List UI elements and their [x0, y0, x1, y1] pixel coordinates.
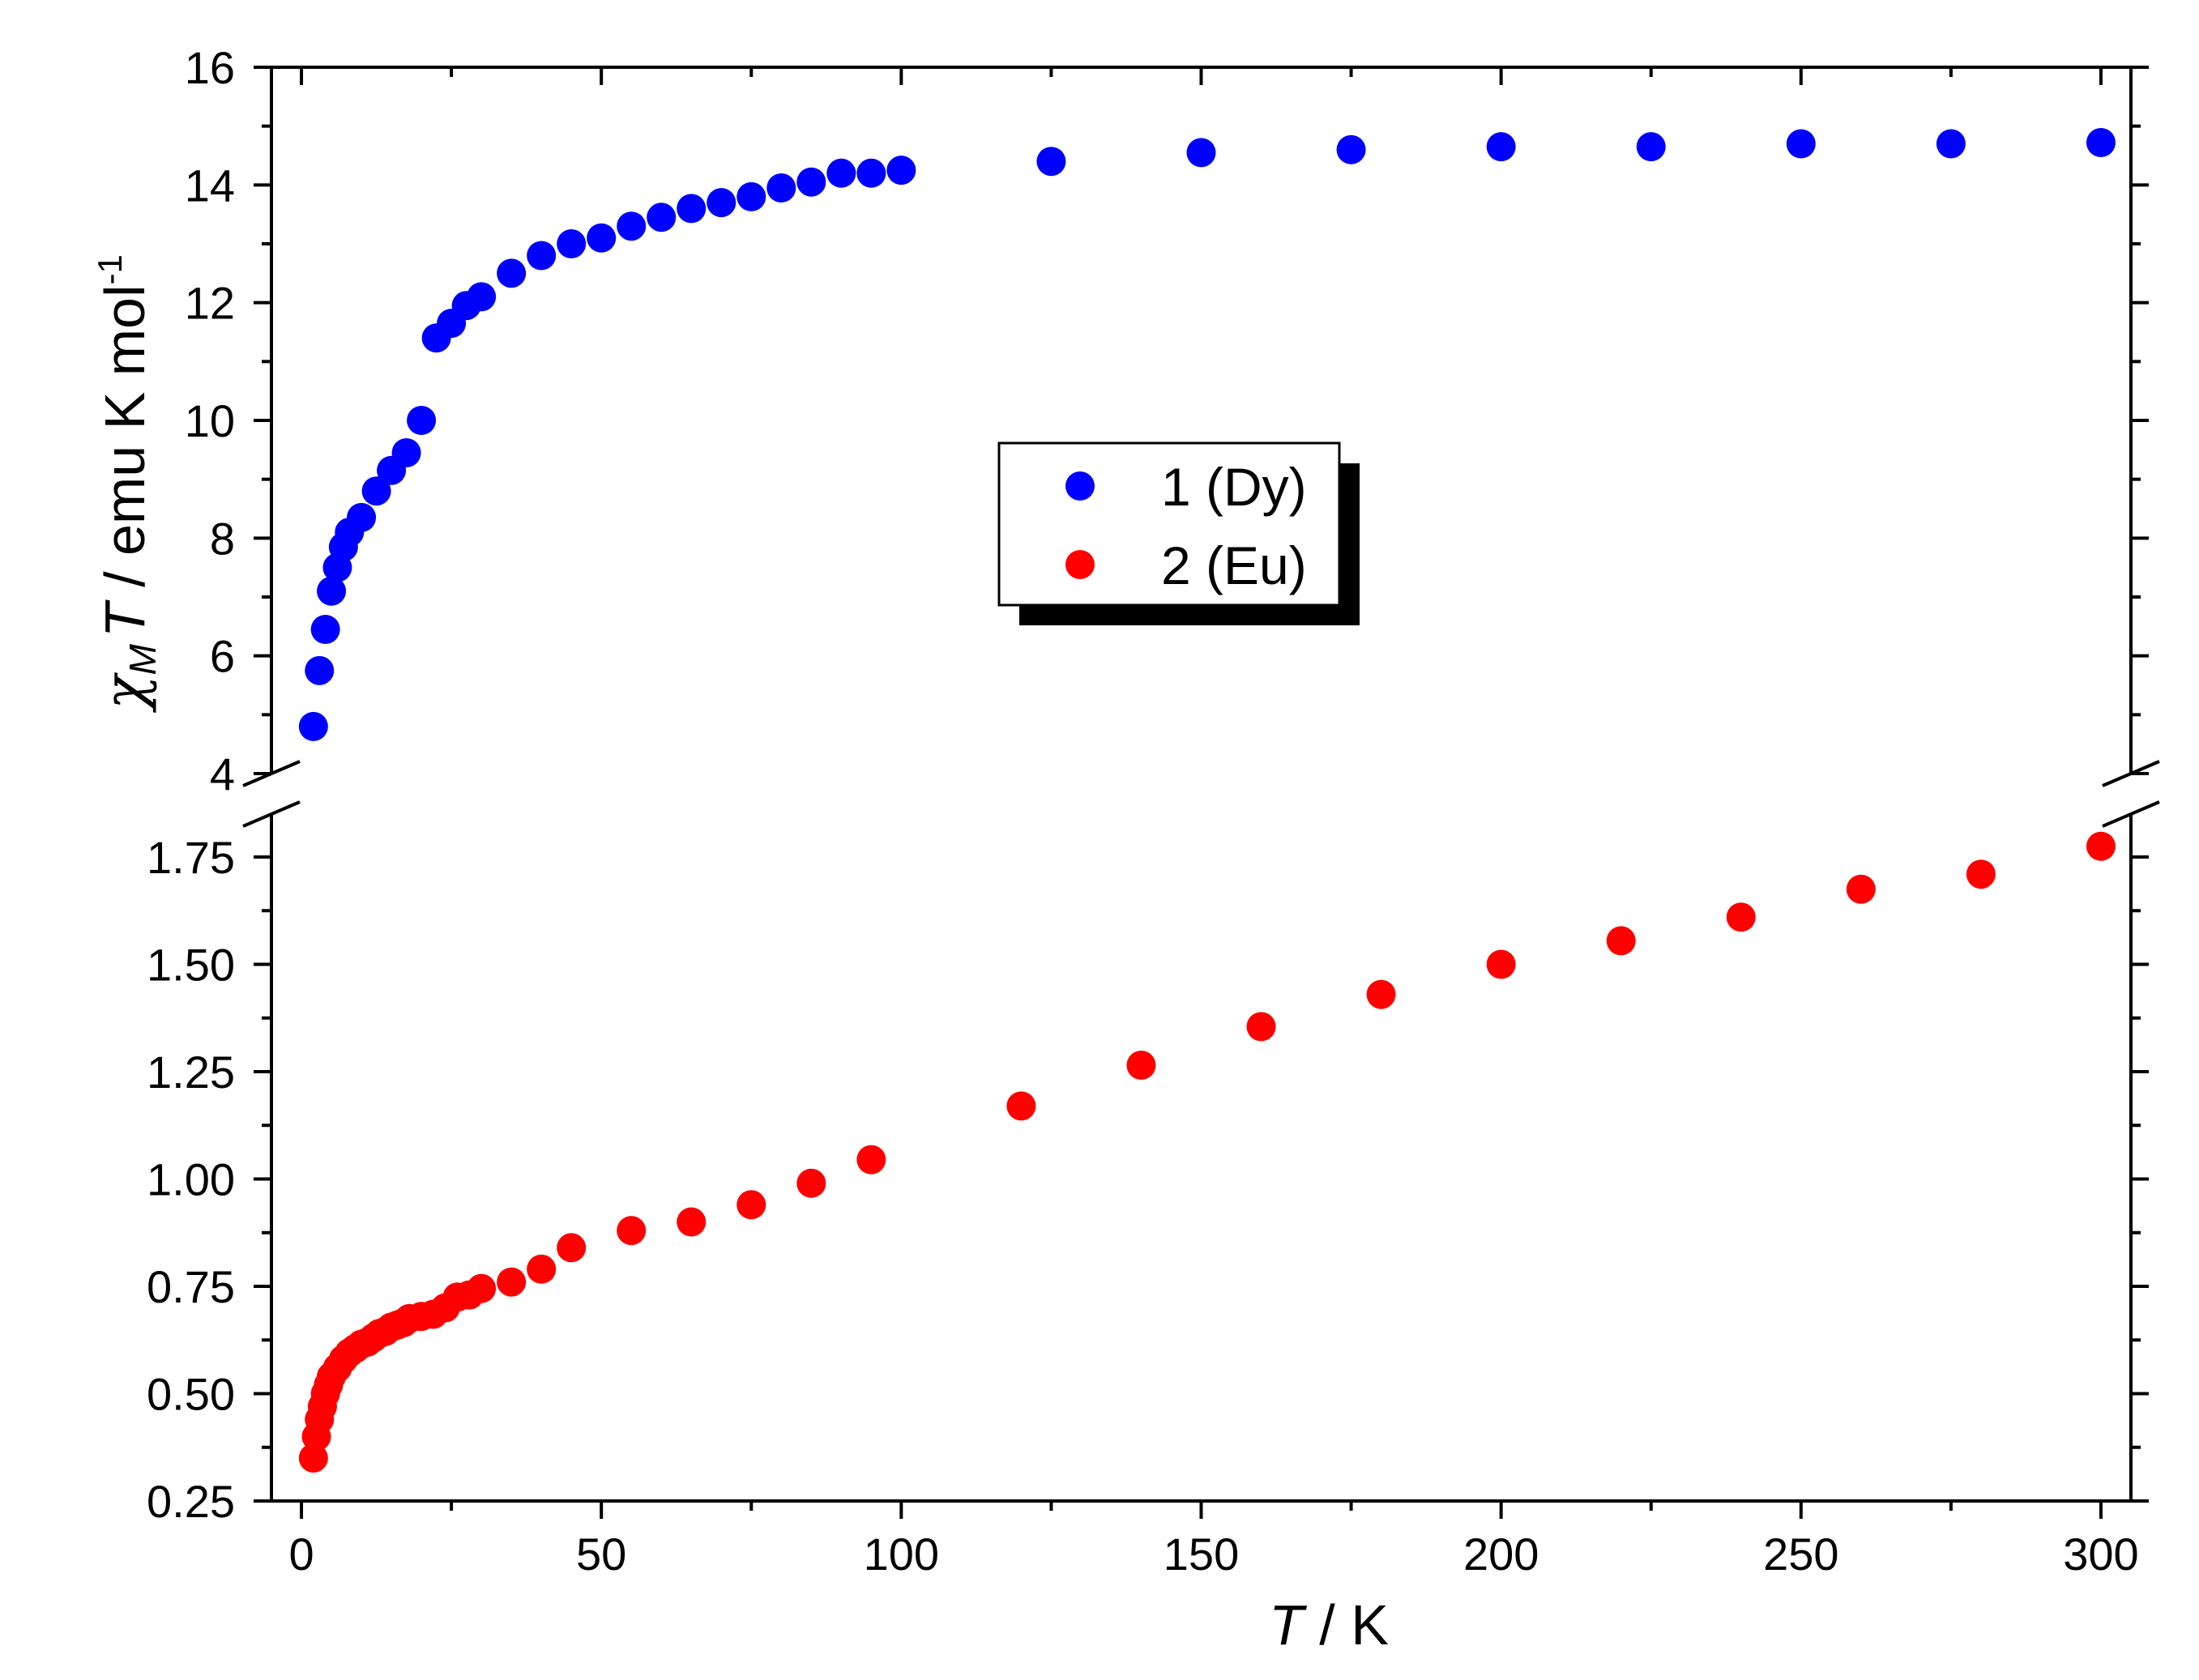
axis-break-right-bottom — [2102, 800, 2160, 828]
data-point-eu — [1846, 874, 1876, 904]
data-point-dy — [557, 229, 587, 258]
x-tick-label: 300 — [2063, 1529, 2138, 1580]
tick-marks — [254, 66, 2149, 1519]
data-point-eu — [617, 1216, 647, 1246]
x-tick-label: 100 — [864, 1529, 939, 1580]
x-tick-label: 50 — [576, 1529, 626, 1580]
data-point-eu — [1126, 1051, 1156, 1081]
data-point-eu — [527, 1254, 557, 1284]
x-axis-title: T / K — [1269, 1593, 1389, 1657]
data-point-dy — [1486, 132, 1516, 162]
data-point-dy — [766, 173, 796, 203]
y-axis-title: χMT / emu K mol-1 — [91, 254, 164, 714]
series-eu-points — [298, 831, 2116, 1473]
data-point-dy — [647, 203, 677, 232]
data-point-eu — [2086, 831, 2116, 861]
x-tick-label: 200 — [1463, 1529, 1539, 1580]
data-point-dy — [1936, 129, 1966, 159]
y-tick-label-lower: 1.50 — [147, 940, 235, 991]
legend-marker-eu — [1065, 550, 1095, 579]
x-tick-label: 0 — [288, 1529, 314, 1580]
data-point-dy — [617, 211, 647, 241]
data-point-dy — [305, 655, 335, 685]
legend-label-dy: 1 (Dy) — [1161, 457, 1307, 517]
data-point-eu — [467, 1273, 497, 1303]
x-axis-unit: / K — [1304, 1593, 1389, 1657]
series-dy-points — [298, 128, 2116, 741]
y-tick-label-upper: 14 — [185, 160, 235, 211]
data-point-eu — [856, 1145, 886, 1175]
data-point-eu — [557, 1233, 587, 1263]
data-point-dy — [826, 158, 856, 188]
legend-label-eu: 2 (Eu) — [1161, 535, 1307, 595]
y-tick-label-lower: 1.25 — [147, 1047, 235, 1098]
legend-box — [997, 441, 1341, 607]
data-point-eu — [1726, 902, 1756, 932]
y-tick-label-upper: 12 — [185, 278, 235, 329]
y-tick-label-upper: 4 — [210, 748, 235, 799]
data-point-dy — [1036, 147, 1066, 177]
data-point-dy — [1186, 138, 1216, 168]
data-point-dy — [391, 437, 421, 467]
y-tick-label-lower: 0.25 — [147, 1476, 235, 1527]
data-point-dy — [587, 223, 617, 253]
data-point-dy — [361, 476, 391, 506]
y-axis-superscript: -1 — [91, 254, 129, 284]
data-point-dy — [1636, 132, 1666, 162]
tick-labels: 0 50 100 150 200 250 300 4 6 8 10 12 14 16 0.25 0.50 0.7… — [147, 42, 2139, 1580]
data-point-eu — [737, 1190, 766, 1220]
y-axis-unit: / emu K mol — [93, 284, 156, 603]
data-point-eu — [1246, 1012, 1276, 1042]
axes — [242, 66, 2160, 1503]
y-tick-label-lower: 1.75 — [147, 832, 235, 883]
y-tick-label-lower: 0.75 — [147, 1261, 235, 1312]
data-point-dy — [1786, 129, 1816, 159]
data-point-eu — [1486, 949, 1516, 979]
x-axis-italic: T — [1269, 1593, 1307, 1657]
data-point-eu — [1966, 859, 1996, 889]
data-point-dy — [467, 282, 497, 312]
data-point-dy — [677, 194, 707, 224]
data-point-dy — [497, 258, 527, 288]
data-point-eu — [796, 1168, 826, 1198]
data-point-dy — [347, 502, 377, 532]
axis-break-left-bottom — [242, 800, 301, 828]
y-tick-label-upper: 6 — [210, 631, 235, 682]
y-axis-italic: T — [93, 599, 156, 637]
data-point-dy — [796, 167, 826, 197]
data-point-dy — [1336, 134, 1366, 164]
y-axis-symbol: χ — [92, 672, 158, 714]
data-point-dy — [2086, 128, 2116, 158]
data-point-eu — [677, 1207, 707, 1237]
y-axis-subscript: M — [122, 643, 164, 675]
y-tick-label-upper: 10 — [185, 395, 235, 446]
data-point-dy — [407, 406, 437, 435]
data-point-eu — [497, 1267, 527, 1297]
y-tick-label-lower: 1.00 — [147, 1154, 235, 1205]
data-point-dy — [737, 181, 766, 211]
legend: 1 (Dy) 2 (Eu) — [997, 441, 1360, 625]
data-point-dy — [310, 614, 340, 644]
data-point-eu — [298, 1443, 328, 1473]
data-point-dy — [707, 188, 737, 218]
data-point-dy — [886, 156, 916, 185]
legend-marker-dy — [1065, 471, 1095, 501]
data-point-eu — [1006, 1091, 1036, 1121]
data-point-dy — [317, 576, 347, 606]
y-tick-label-upper: 8 — [210, 513, 235, 564]
data-point-eu — [1606, 926, 1636, 956]
y-tick-label-lower: 0.50 — [147, 1369, 235, 1420]
data-point-dy — [527, 241, 557, 271]
data-point-dy — [856, 158, 886, 188]
data-point-dy — [298, 711, 328, 741]
data-point-eu — [1366, 979, 1396, 1009]
x-tick-label: 150 — [1164, 1529, 1239, 1580]
y-tick-label-upper: 16 — [185, 42, 235, 93]
x-tick-label: 250 — [1763, 1529, 1838, 1580]
